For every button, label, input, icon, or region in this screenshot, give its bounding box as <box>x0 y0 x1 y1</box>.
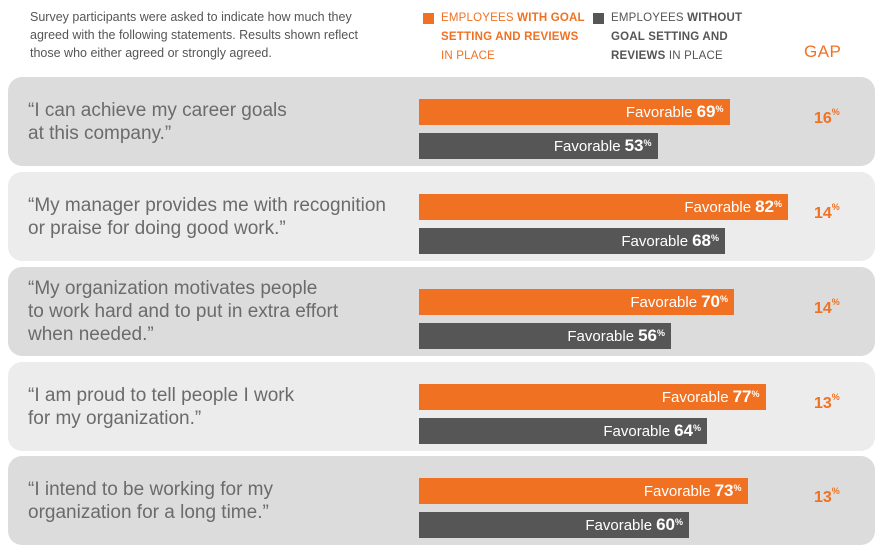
percent-sign: % <box>674 517 683 527</box>
bar-prefix: Favorable <box>630 294 698 311</box>
statement-line: organization for a long time.” <box>28 501 269 523</box>
legend-without-swatch <box>593 13 604 24</box>
bar-value: 73 <box>714 481 734 500</box>
bar-prefix: Favorable <box>661 389 729 406</box>
gap-value: 13% <box>814 486 840 506</box>
percent-sign: % <box>710 233 719 243</box>
bar-prefix: Favorable <box>567 328 635 345</box>
statement-line: “I am proud to tell people I work <box>28 384 295 406</box>
chart-row: “I can achieve my career goals at this co… <box>8 77 875 166</box>
chart-row: “My organization motivates people to work… <box>8 267 875 356</box>
bar-value: 56 <box>638 326 657 345</box>
statement-label: “I am proud to tell people I work for my … <box>28 384 423 430</box>
percent-sign: % <box>643 138 652 148</box>
statement-line: “I can achieve my career goals <box>28 99 287 121</box>
bar-value: 82 <box>755 197 774 216</box>
statement-line: or praise for doing good work.” <box>28 217 286 239</box>
statement-line: when needed.” <box>28 324 154 345</box>
statement-label: “I can achieve my career goals at this co… <box>28 99 423 145</box>
bar-value: 69 <box>696 102 716 121</box>
legend-without: EMPLOYEES WITHOUT GOAL SETTING AND REVIE… <box>593 9 768 66</box>
intro-text: Survey participants were asked to indica… <box>30 10 358 60</box>
percent-sign: % <box>831 297 840 307</box>
bar-prefix: Favorable <box>553 138 621 155</box>
gap-value: 13% <box>814 392 840 412</box>
bar-value: 68 <box>692 231 711 250</box>
legend-with-label: EMPLOYEES WITH GOAL SETTING AND REVIEWS … <box>441 12 585 62</box>
gap-value: 16% <box>814 107 840 127</box>
bar-without: Favorable 60% <box>419 512 689 538</box>
statement-line: “My organization motivates people <box>28 278 318 299</box>
percent-sign: % <box>831 107 840 117</box>
bar-prefix: Favorable <box>643 483 711 500</box>
percent-sign: % <box>831 486 840 496</box>
bar-prefix: Favorable <box>603 423 671 440</box>
bar-value: 64 <box>674 421 693 440</box>
bar-without: Favorable 64% <box>419 418 707 444</box>
legend-without-label: EMPLOYEES WITHOUT GOAL SETTING AND REVIE… <box>611 12 743 62</box>
statement-label: “My manager provides me with recognition… <box>28 194 423 240</box>
bar-value: 77 <box>732 387 752 406</box>
percent-sign: % <box>656 328 665 338</box>
statement-line: “I intend to be working for my <box>28 478 273 500</box>
statement-label: “I intend to be working for my organizati… <box>28 478 423 524</box>
bar-with: Favorable 70% <box>419 289 734 315</box>
bar-value: 53 <box>624 136 644 155</box>
bar-value: 70 <box>701 292 720 311</box>
bar-prefix: Favorable <box>621 233 689 250</box>
bar-with: Favorable 77% <box>419 384 766 410</box>
percent-sign: % <box>733 483 742 493</box>
statement-line: “My manager provides me with recognition <box>28 194 386 216</box>
statement-line: to work hard and to put in extra effort <box>28 301 339 322</box>
legend-with: EMPLOYEES WITH GOAL SETTING AND REVIEWS … <box>423 9 588 66</box>
statement-line: at this company.” <box>28 122 172 144</box>
percent-sign: % <box>831 392 840 402</box>
percent-sign: % <box>831 202 840 212</box>
gap-value: 14% <box>814 297 840 317</box>
chart-row: “My manager provides me with recognition… <box>8 172 875 261</box>
gap-value: 14% <box>814 202 840 222</box>
statement-label: “My organization motivates people to work… <box>28 277 423 346</box>
percent-sign: % <box>773 199 782 209</box>
chart-row: “I am proud to tell people I work for my … <box>8 362 875 451</box>
legend-with-swatch <box>423 13 434 24</box>
bar-prefix: Favorable <box>625 104 693 121</box>
statement-line: for my organization.” <box>28 407 202 429</box>
bar-value: 60 <box>656 515 675 534</box>
bar-with: Favorable 69% <box>419 99 730 125</box>
bar-without: Favorable 68% <box>419 228 725 254</box>
percent-sign: % <box>751 389 760 399</box>
bar-with: Favorable 82% <box>419 194 788 220</box>
chart-row: “I intend to be working for my organizati… <box>8 456 875 545</box>
bar-without: Favorable 56% <box>419 323 671 349</box>
bar-without: Favorable 53% <box>419 133 658 159</box>
percent-sign: % <box>692 423 701 433</box>
gap-title: GAP <box>804 42 842 61</box>
bar-with: Favorable 73% <box>419 478 748 504</box>
bar-prefix: Favorable <box>585 517 653 534</box>
bar-prefix: Favorable <box>684 199 752 216</box>
percent-sign: % <box>719 294 728 304</box>
percent-sign: % <box>715 104 724 114</box>
